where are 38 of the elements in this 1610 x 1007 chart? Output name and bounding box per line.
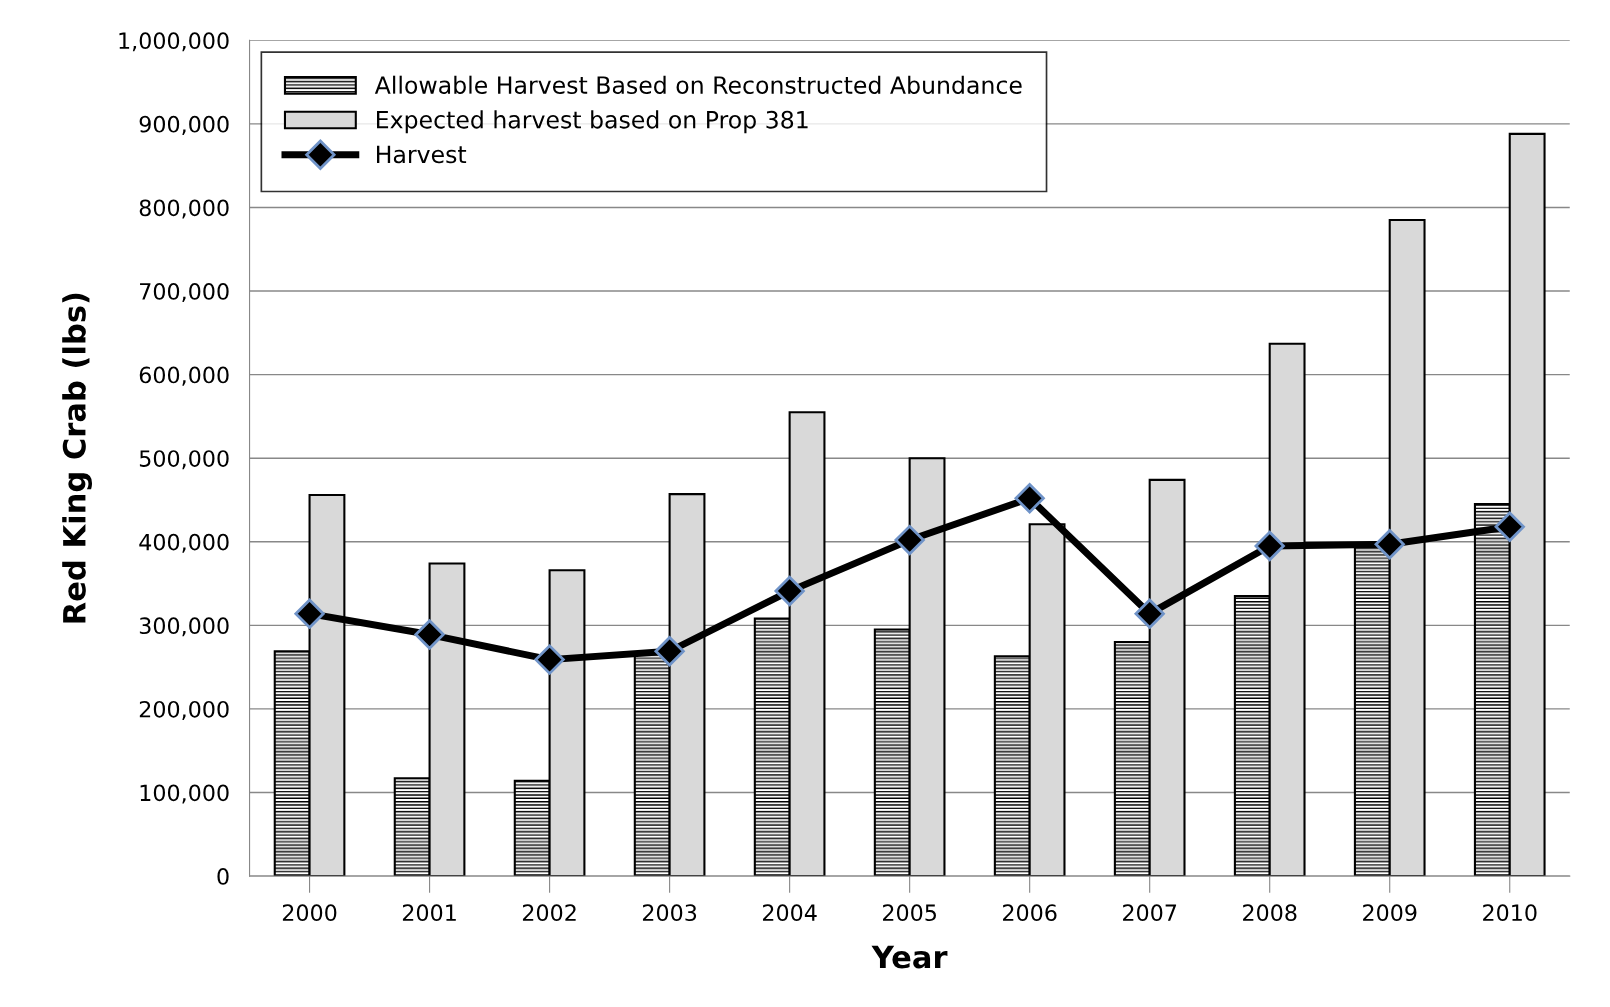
legend-label: Expected harvest based on Prop 381 <box>377 110 808 134</box>
x-tick-label: 2005 <box>883 904 936 922</box>
y-tick-label: 700,000 <box>140 282 229 303</box>
x-tick-label: 2008 <box>1243 904 1297 922</box>
legend-label: Allowable Harvest Based on Reconstructed Abundance <box>374 75 1022 94</box>
y-axis-title: Red King Crab (lbs) <box>62 293 93 623</box>
y-tick-label: 500,000 <box>139 450 229 470</box>
x-axis-title: Year <box>871 945 948 969</box>
y-tick-label: 300,000 <box>139 617 229 637</box>
x-tick-label: 2000 <box>282 904 337 922</box>
point <box>1254 530 1285 562</box>
y-tick-label: 800,000 <box>139 199 229 219</box>
y-tick-label: 600,000 <box>139 366 229 386</box>
y-tick-label: 900,000 <box>139 115 229 135</box>
y-tick-label: 200,000 <box>139 700 229 720</box>
point <box>894 524 925 556</box>
x-tick-label: 2004 <box>762 904 817 922</box>
point <box>1134 598 1165 629</box>
point <box>1494 511 1525 542</box>
x-tick-label: 2009 <box>1363 904 1417 922</box>
x-tick-label: 2001 <box>402 904 456 922</box>
point <box>534 644 565 675</box>
legend-label: Harvest <box>377 145 467 164</box>
x-tick-label: 2003 <box>642 904 697 922</box>
point <box>414 619 445 650</box>
point <box>1374 529 1405 560</box>
x-tick-label: 2006 <box>1003 904 1057 922</box>
x-tick-label: 2010 <box>1483 904 1537 922</box>
point <box>294 598 325 629</box>
point <box>1014 483 1045 514</box>
point <box>774 575 805 607</box>
point <box>654 636 685 667</box>
y-tick-label: 0 <box>217 868 229 885</box>
y-tick-label: 1,000,000 <box>119 32 229 52</box>
y-tick-label: 100,000 <box>140 784 229 804</box>
y-tick-label: 400,000 <box>139 533 229 553</box>
x-tick-label: 2002 <box>522 904 576 922</box>
x-tick-label: 2007 <box>1123 904 1177 922</box>
